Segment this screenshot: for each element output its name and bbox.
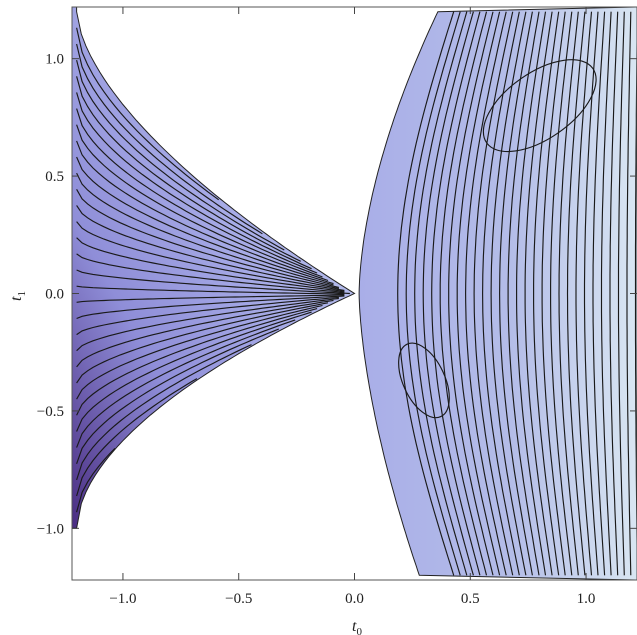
- y-tick-label: 0.0: [45, 287, 64, 303]
- contour-line: [76, 140, 329, 282]
- contour-line: [482, 11, 520, 576]
- x-tick-label: 0.0: [345, 591, 364, 607]
- contour-line: [465, 11, 507, 576]
- contour-line: [76, 319, 296, 448]
- contour-line: [76, 237, 345, 292]
- closed-contour: [398, 342, 450, 419]
- x-tick-label: 1.0: [577, 591, 596, 607]
- contour-line: [626, 11, 632, 576]
- contour-line: [76, 253, 345, 293]
- x-tick-label: −0.5: [225, 591, 252, 607]
- contour-line: [609, 11, 619, 576]
- contour-line: [76, 205, 340, 290]
- closed-contour: [482, 59, 597, 153]
- contour-line: [499, 11, 533, 576]
- x-axis: −1.0 −0.5 0.0 0.5 1.0: [109, 7, 595, 607]
- y-axis-label: t1: [8, 291, 28, 301]
- y-tick-label: 1.0: [45, 52, 64, 68]
- contour-line: [76, 308, 318, 416]
- contour-line: [76, 221, 345, 292]
- contour-line: [76, 447, 116, 513]
- contour-line: [76, 295, 345, 320]
- contour-line: [431, 11, 481, 576]
- x-tick-label: 0.5: [461, 591, 480, 607]
- contour-line: [76, 172, 334, 286]
- contour-line: [439, 11, 488, 576]
- y-axis: −1.0 −0.5 0.0 0.5 1.0: [37, 52, 637, 537]
- contour-line: [507, 11, 540, 576]
- contour-line: [533, 11, 560, 576]
- contour-line: [405, 11, 461, 576]
- contour-line: [575, 11, 593, 576]
- contour-line: [76, 59, 285, 251]
- contour-line: [76, 189, 340, 288]
- contour-line: [76, 76, 301, 262]
- contour-line: [558, 11, 579, 576]
- plot-area: [72, 7, 637, 580]
- contour-line: [422, 11, 474, 576]
- contour-line: [76, 311, 312, 432]
- contour-line: [583, 11, 599, 576]
- contour-line: [76, 269, 350, 295]
- contour-line: [76, 328, 280, 464]
- contour-line: [414, 11, 468, 576]
- contour-line: [76, 27, 220, 201]
- contour-line: [76, 304, 323, 400]
- contour-line: [490, 11, 527, 576]
- contour-line: [448, 11, 494, 576]
- contour-line: [76, 344, 252, 481]
- contour-line: [76, 124, 323, 278]
- y-tick-label: −1.0: [37, 521, 64, 537]
- x-tick-label: −1.0: [109, 591, 136, 607]
- contour-line: [76, 285, 345, 295]
- contour-line: [524, 11, 553, 576]
- right-contour-lines: [397, 11, 637, 576]
- contour-line: [516, 11, 547, 576]
- contour-line: [456, 11, 501, 576]
- contour-line: [76, 378, 198, 497]
- contour-line: [76, 302, 329, 384]
- contour-line: [76, 299, 334, 368]
- left-contour-lines: [76, 27, 350, 513]
- contour-line: [76, 43, 263, 235]
- contour-line: [541, 11, 566, 576]
- contour-line: [600, 11, 612, 576]
- contour-line: [76, 92, 312, 270]
- contour-line: [617, 11, 625, 576]
- contour-line: [550, 11, 573, 576]
- contour-line: [76, 156, 334, 285]
- contour-line: [76, 296, 339, 336]
- contour-line: [76, 297, 339, 352]
- contour-line: [566, 11, 586, 576]
- contour-line: [76, 294, 345, 303]
- right-filled-region: [358, 7, 637, 580]
- y-tick-label: −0.5: [37, 404, 64, 420]
- contour-line: [592, 11, 606, 576]
- x-axis-label: t0: [352, 618, 362, 635]
- contour-line: [397, 11, 455, 576]
- y-tick-label: 0.5: [45, 169, 64, 185]
- contour-line: [76, 108, 318, 274]
